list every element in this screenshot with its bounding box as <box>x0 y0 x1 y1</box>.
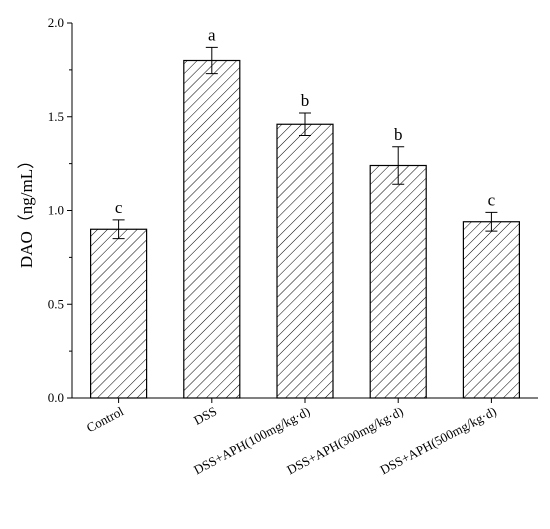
significance-label: c <box>488 190 496 209</box>
x-tick-label: DSS <box>191 403 219 427</box>
bar <box>276 123 334 399</box>
x-tick-label: Control <box>84 403 126 435</box>
y-axis-title: DAO（ng/mL） <box>17 152 36 268</box>
y-tick-label: 0.0 <box>48 390 64 405</box>
y-tick-label: 0.5 <box>48 296 64 311</box>
significance-label: c <box>115 198 123 217</box>
significance-label: a <box>208 25 216 44</box>
bar <box>462 221 520 399</box>
bar <box>183 59 241 399</box>
plot-area: 0.00.51.01.52.0cControlaDSSbDSS+APH(100m… <box>48 15 538 477</box>
y-tick-label: 1.0 <box>48 203 64 218</box>
significance-label: b <box>301 91 310 110</box>
significance-label: b <box>394 125 403 144</box>
bar <box>369 164 427 399</box>
bar <box>89 228 148 399</box>
y-tick-label: 1.5 <box>48 109 64 124</box>
y-tick-label: 2.0 <box>48 15 64 30</box>
